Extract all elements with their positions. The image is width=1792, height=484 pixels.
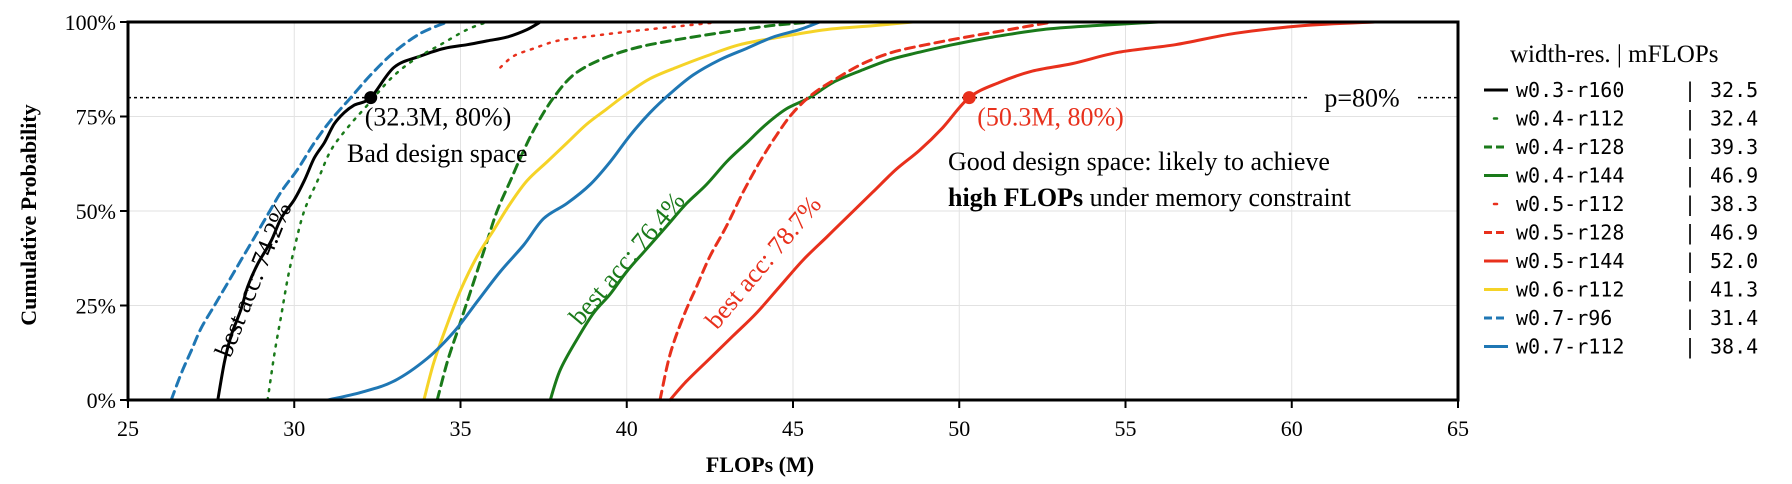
legend-entry-name: w0.4-r112 [1516,107,1624,131]
markers: (32.3M, 80%) (50.3M, 80%) [364,91,1124,132]
annotation-bad-design-space: Bad design space [347,139,528,168]
legend-separator: | [1684,78,1696,102]
annotations: Bad design space Good design space: likel… [209,139,1352,361]
marker-label: (32.3M, 80%) [365,103,512,132]
reference-line: p=80% [128,79,1458,114]
y-tick-label: 100% [65,10,116,35]
grid [128,22,1458,400]
series-line-w0.4-r128 [435,20,815,402]
legend-separator: | [1684,306,1696,330]
legend-entry-name: w0.7-r96 [1516,306,1612,330]
legend-entry-name: w0.5-r144 [1516,249,1624,273]
annotation-best-acc: best acc: 74.2% [209,198,297,361]
legend-entry-name: w0.3-r160 [1516,78,1624,102]
x-tick-label: 50 [948,416,970,441]
annotation-rest: under memory constraint [1083,183,1352,212]
legend-entry-value: 38.3 [1710,192,1758,216]
series-line-w0.7-r96 [169,20,449,402]
legend-entry-name: w0.6-r112 [1516,278,1624,302]
marker-point [962,91,976,105]
legend-entry-value: 32.5 [1710,78,1758,102]
annotation-bold: high FLOPs [948,183,1083,212]
x-tick-label: 45 [782,416,804,441]
legend-separator: | [1684,278,1696,302]
legend-entry-value: 32.4 [1710,107,1758,131]
x-axis: 25 30 35 40 45 50 55 60 65 [117,400,1469,441]
series-layer [169,20,1377,402]
legend-entry-value: 46.9 [1710,164,1758,188]
series-line-w0.5-r128 [658,20,1054,402]
legend-entry-name: w0.5-r128 [1516,221,1624,245]
x-tick-label: 60 [1281,416,1303,441]
x-tick-label: 55 [1115,416,1137,441]
plot-frame [126,20,1460,402]
x-tick-label: 65 [1447,416,1469,441]
y-axis: 0% 25% 50% 75% 100% [65,10,128,413]
x-tick-label: 30 [283,416,305,441]
reference-label: p=80% [1324,84,1399,113]
legend-entry-value: 31.4 [1710,306,1758,330]
legend-entry-value: 39.3 [1710,135,1758,159]
annotation-best-acc: best acc: 78.7% [699,190,827,334]
series-line-w0.5-r144 [668,20,1377,402]
legend-separator: | [1684,107,1696,131]
series-line-w0.4-r112 [266,20,489,402]
marker-point [364,91,378,105]
series-line-w0.3-r160 [216,20,542,402]
annotation-good-design-space-line2: high FLOPs under memory constraint [948,183,1352,212]
legend-entry-value: 52.0 [1710,249,1758,273]
legend-separator: | [1684,135,1696,159]
legend: width-res. | mFLOPs w0.3-r160 | 32.5 w0.4-r1… [1484,41,1758,359]
legend-entry-name: w0.7-r112 [1516,335,1624,359]
x-tick-label: 40 [616,416,638,441]
series-line-w0.7-r112 [326,20,822,402]
reference-label-bg [1308,79,1416,114]
x-tick-label: 25 [117,416,139,441]
legend-separator: | [1684,221,1696,245]
annotation-good-design-space-line1: Good design space: likely to achieve [948,147,1330,176]
series-line-w0.5-r112 [499,20,722,69]
series-line-w0.4-r144 [548,20,1161,402]
legend-entry-name: w0.5-r112 [1516,192,1624,216]
legend-entry-value: 41.3 [1710,278,1758,302]
legend-separator: | [1684,249,1696,273]
x-axis-title: FLOPs (M) [706,452,814,477]
legend-entry-name: w0.4-r128 [1516,135,1624,159]
y-tick-label: 0% [87,388,116,413]
legend-title: width-res. | mFLOPs [1510,41,1718,68]
legend-entry-name: w0.4-r144 [1516,164,1624,188]
legend-entry-value: 46.9 [1710,221,1758,245]
y-tick-label: 25% [76,294,116,319]
y-tick-label: 75% [76,105,116,130]
marker-label: (50.3M, 80%) [977,103,1124,132]
legend-separator: | [1684,164,1696,188]
legend-separator: | [1684,192,1696,216]
legend-separator: | [1684,335,1696,359]
x-tick-label: 35 [450,416,472,441]
y-axis-title: Cumulative Probability [16,104,41,325]
y-tick-label: 50% [76,199,116,224]
legend-entry-value: 38.4 [1710,335,1758,359]
